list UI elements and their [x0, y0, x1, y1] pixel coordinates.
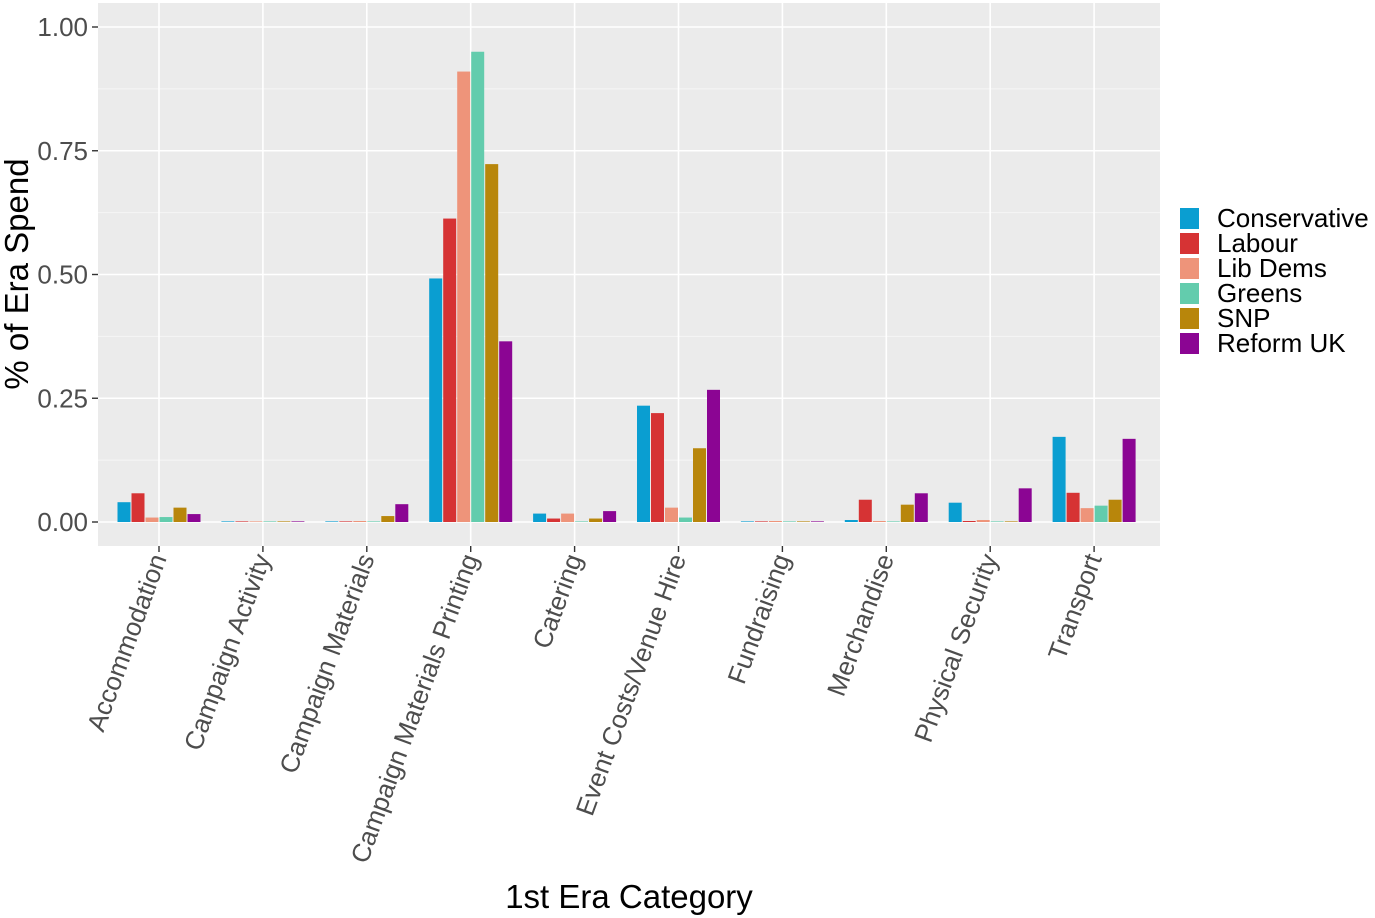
x-tick-label: Accommodation [81, 550, 173, 735]
legend-label: Reform UK [1217, 328, 1346, 358]
bar-labour [754, 521, 768, 522]
bar-reform-uk [1122, 438, 1136, 522]
bar-lib-dems [976, 520, 990, 522]
bar-lib-dems [249, 521, 263, 522]
bar-reform-uk [810, 521, 824, 522]
bar-snp [1004, 521, 1018, 522]
bar-labour [962, 521, 976, 522]
bar-snp [277, 521, 291, 522]
bar-greens [1094, 505, 1108, 522]
bar-greens [575, 521, 589, 522]
x-axis-title: 1st Era Category [505, 878, 753, 915]
bar-conservative [948, 502, 962, 522]
x-tick-label: Merchandise [821, 550, 900, 700]
bar-snp [381, 516, 395, 522]
legend-swatch [1180, 308, 1199, 329]
legend-swatch [1180, 283, 1199, 304]
bar-reform-uk [499, 341, 513, 522]
bar-labour [858, 499, 872, 522]
bar-conservative [844, 520, 858, 522]
grid-lines [98, 3, 1160, 546]
bar-reform-uk [187, 514, 201, 522]
bar-greens [159, 517, 173, 522]
y-tick-label: 1.00 [37, 12, 88, 42]
bar-labour [547, 518, 561, 522]
legend-swatch [1180, 258, 1199, 279]
bar-reform-uk [707, 389, 720, 522]
legend-swatch [1180, 208, 1199, 229]
bar-conservative [221, 521, 235, 522]
bar-lib-dems [1080, 508, 1094, 522]
bar-snp [1108, 499, 1122, 522]
bar-reform-uk [291, 521, 305, 522]
x-tick-label: Campaign Activity [178, 550, 277, 754]
x-tick-label: Fundraising [721, 550, 796, 688]
x-tick-label: Transport [1042, 549, 1108, 664]
bar-labour [443, 218, 457, 522]
bar-reform-uk [914, 493, 928, 522]
y-tick-label: 0.50 [37, 260, 88, 290]
x-tick-label: Event Costs/Venue Hire [570, 550, 693, 820]
legend-label: SNP [1217, 303, 1270, 333]
bar-reform-uk [395, 504, 409, 522]
y-tick-label: 0.75 [37, 136, 88, 166]
bar-snp [485, 164, 499, 523]
bar-reform-uk [603, 511, 617, 522]
bar-greens [782, 521, 796, 522]
bar-labour [131, 493, 145, 522]
bar-greens [263, 521, 277, 522]
bar-lib-dems [768, 521, 782, 522]
bar-greens [886, 521, 900, 522]
bar-snp [589, 518, 603, 522]
bar-labour [651, 413, 664, 522]
bar-lib-dems [561, 513, 575, 522]
y-tick-label: 0.25 [37, 383, 88, 413]
x-tick-label: Campaign Materials [273, 550, 380, 778]
legend-label: Lib Dems [1217, 253, 1327, 283]
bar-conservative [740, 521, 754, 522]
bar-reform-uk [1018, 488, 1032, 522]
y-tick-label: 0.00 [37, 507, 88, 537]
bar-snp [693, 448, 706, 522]
legend-label: Greens [1217, 278, 1302, 308]
legend-label: Labour [1217, 228, 1298, 258]
bar-greens [679, 517, 692, 522]
bar-snp [900, 504, 914, 522]
bar-conservative [117, 502, 131, 522]
bar-snp [173, 507, 187, 522]
bar-labour [1066, 492, 1080, 522]
legend-swatch [1180, 333, 1199, 354]
bar-greens [471, 51, 485, 522]
bar-lib-dems [872, 521, 886, 522]
bar-conservative [325, 521, 339, 522]
bar-conservative [1052, 436, 1066, 522]
bar-lib-dems [665, 507, 678, 522]
bars [117, 51, 1136, 523]
bar-lib-dems [353, 521, 367, 522]
bar-greens [367, 521, 381, 522]
y-axis-title: % of Era Spend [0, 158, 35, 389]
bar-snp [796, 521, 810, 522]
y-axis: 0.00 0.25 0.50 0.75 1.00 [37, 12, 98, 537]
bar-conservative [533, 513, 547, 522]
bar-lib-dems [145, 517, 159, 522]
bar-labour [339, 521, 353, 522]
bar-conservative [429, 278, 443, 522]
bar-conservative [637, 405, 650, 522]
bar-labour [235, 521, 249, 522]
x-tick-label: Catering [526, 550, 588, 653]
bar-greens [990, 521, 1004, 522]
legend-swatch [1180, 233, 1199, 254]
legend-label: Conservative [1217, 203, 1369, 233]
x-tick-label: Physical Security [908, 550, 1004, 746]
bar-lib-dems [457, 71, 471, 523]
